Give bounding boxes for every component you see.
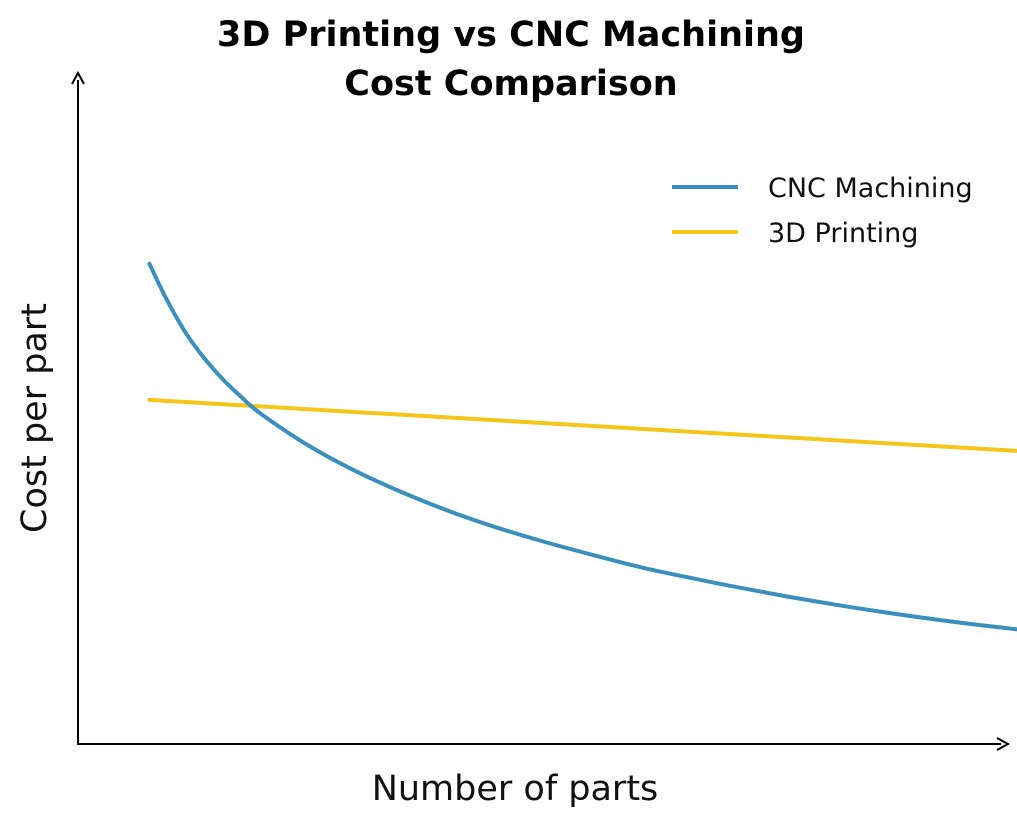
series-layer (147, 261, 1017, 632)
legend-label-cnc-machining: CNC Machining (768, 173, 973, 204)
y-axis (71, 70, 85, 744)
x-axis-arrowhead (996, 737, 1011, 751)
legend: CNC Machining 3D Printing (672, 173, 973, 249)
x-axis (77, 737, 1011, 751)
x-axis-label: Number of parts (372, 769, 659, 809)
legend-label-3d-printing: 3D Printing (768, 218, 918, 249)
series-line-3d-printing (147, 397, 1017, 453)
y-axis-arrowhead (71, 70, 85, 85)
y-axis-label: Cost per part (15, 303, 55, 533)
chart-title-line-1: 3D Printing vs CNC Machining (217, 15, 805, 55)
chart-title-line-2: Cost Comparison (344, 64, 677, 104)
series-line-cnc-machining (147, 261, 1017, 632)
